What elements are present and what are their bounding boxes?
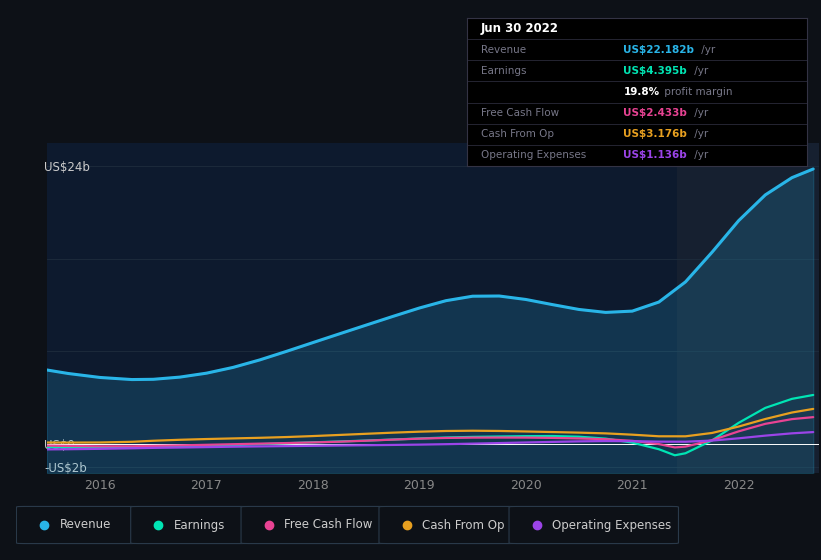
Text: Cash From Op: Cash From Op bbox=[422, 519, 505, 531]
Text: /yr: /yr bbox=[690, 66, 708, 76]
Text: /yr: /yr bbox=[698, 45, 715, 55]
FancyBboxPatch shape bbox=[241, 506, 387, 544]
Text: US$4.395b: US$4.395b bbox=[623, 66, 687, 76]
Text: Free Cash Flow: Free Cash Flow bbox=[284, 519, 373, 531]
Text: Earnings: Earnings bbox=[174, 519, 226, 531]
FancyBboxPatch shape bbox=[16, 506, 139, 544]
Text: profit margin: profit margin bbox=[661, 87, 732, 97]
Text: US$1.136b: US$1.136b bbox=[623, 151, 687, 160]
Text: 19.8%: 19.8% bbox=[623, 87, 659, 97]
Text: Earnings: Earnings bbox=[480, 66, 526, 76]
Text: US$2.433b: US$2.433b bbox=[623, 108, 687, 118]
Text: Cash From Op: Cash From Op bbox=[480, 129, 553, 139]
FancyBboxPatch shape bbox=[379, 506, 517, 544]
Text: /yr: /yr bbox=[690, 151, 708, 160]
Text: Operating Expenses: Operating Expenses bbox=[480, 151, 586, 160]
Text: Operating Expenses: Operating Expenses bbox=[553, 519, 672, 531]
Text: Revenue: Revenue bbox=[480, 45, 525, 55]
Bar bbox=[677, 143, 819, 473]
Text: Free Cash Flow: Free Cash Flow bbox=[480, 108, 559, 118]
Text: /yr: /yr bbox=[690, 108, 708, 118]
FancyBboxPatch shape bbox=[509, 506, 678, 544]
Text: US$22.182b: US$22.182b bbox=[623, 45, 695, 55]
Text: Jun 30 2022: Jun 30 2022 bbox=[480, 22, 558, 35]
Text: Revenue: Revenue bbox=[60, 519, 111, 531]
FancyBboxPatch shape bbox=[131, 506, 249, 544]
Text: /yr: /yr bbox=[690, 129, 708, 139]
Text: US$3.176b: US$3.176b bbox=[623, 129, 687, 139]
